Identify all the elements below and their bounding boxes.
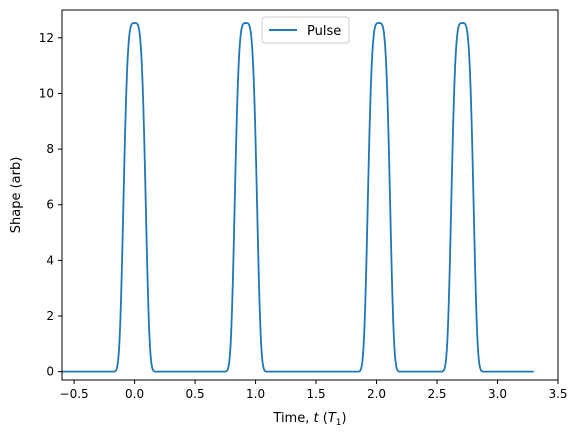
y-tick-label: 8	[46, 142, 54, 156]
x-tick-label: 1.0	[246, 387, 265, 401]
plot-frame	[61, 9, 559, 381]
legend-box	[261, 16, 350, 44]
x-axis-label-sub: 1	[336, 418, 342, 428]
legend-label-pulse: Pulse	[307, 24, 341, 39]
x-axis-label-var: t	[314, 411, 320, 426]
series-line-pulse	[61, 22, 535, 373]
y-axis-label: Shape (arb)	[9, 157, 24, 234]
x-axis-label-unit: T	[328, 411, 337, 426]
x-axis-label-prefix: Time,	[272, 411, 313, 426]
x-tick-label: 2.5	[427, 387, 446, 401]
y-tick-label: 2	[46, 309, 54, 323]
y-tick-label: 6	[46, 198, 54, 212]
x-tick-label: 1.5	[307, 387, 326, 401]
y-tick-label: 0	[46, 365, 54, 379]
y-tick-label: 10	[39, 86, 54, 100]
x-tick-label: 0.5	[186, 387, 205, 401]
x-tick-label: −0.5	[60, 387, 89, 401]
plot-area	[62, 10, 558, 380]
x-tick-label: 2.0	[367, 387, 386, 401]
x-axis-label-close: )	[342, 411, 347, 426]
y-tick-label: 12	[39, 31, 54, 45]
x-axis-label-open: (	[319, 411, 328, 426]
x-tick-label: 3.0	[488, 387, 507, 401]
legend: Pulse	[261, 16, 350, 44]
x-tick-label: 0.0	[125, 387, 144, 401]
x-tick-label: 3.5	[548, 387, 567, 401]
y-tick-label: 4	[46, 253, 54, 267]
x-axis-label: Time, t (T1)	[272, 411, 346, 428]
